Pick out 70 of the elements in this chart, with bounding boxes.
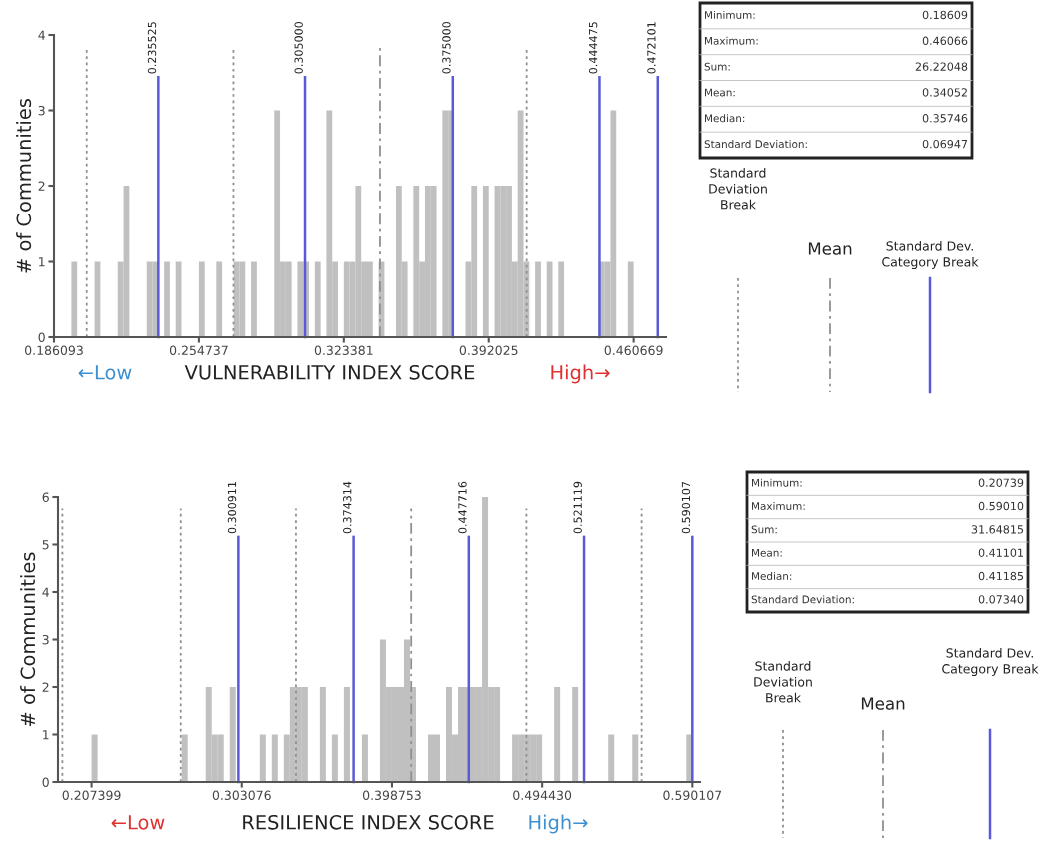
text: Minimum: — [705, 10, 755, 19]
ref-line-label: 0.590107 — [681, 481, 691, 534]
ref-line-label: 0.305000 — [294, 21, 303, 74]
x-tick-label: 0.460669 — [604, 345, 663, 356]
text: Mean: — [705, 88, 735, 97]
y-tick-label: 4 — [38, 30, 45, 40]
text: Maximum: — [705, 36, 758, 45]
y-tick-label: 0 — [38, 332, 45, 342]
ref-line-label: 0.521119 — [573, 481, 582, 534]
x-tick-label: 0.590107 — [663, 790, 722, 801]
y-tick-label: 1 — [43, 730, 49, 740]
text: 0.46066 — [922, 36, 968, 45]
text: 26.22048 — [915, 62, 968, 71]
y-tick-label: 0 — [42, 777, 49, 787]
text: Standard Deviation: — [704, 140, 807, 149]
text: High→ — [529, 814, 588, 834]
ref-line-label: 0.235525 — [147, 22, 157, 74]
x-tick-label: 0.303076 — [212, 790, 271, 801]
text: 0.07340 — [978, 595, 1024, 604]
text: Median: — [705, 114, 745, 123]
text: Sum: — [704, 62, 730, 71]
text: Standard Dev. Category Break — [882, 241, 979, 269]
y-tick-label: 4 — [42, 587, 49, 597]
text: Standard Deviation: — [751, 595, 854, 604]
ref-line-label: 0.375000 — [442, 21, 451, 74]
x-axis-title: RESILIENCE INDEX SCORE — [243, 814, 494, 830]
text: 0.34052 — [922, 88, 967, 97]
y-axis-title: # of Communities — [16, 98, 32, 273]
x-tick-label: 0.392025 — [459, 345, 518, 356]
y-tick-label: 6 — [42, 492, 49, 502]
y-tick-label: 1 — [39, 257, 45, 267]
text: 0.41101 — [978, 548, 1023, 557]
x-tick-label: 0.186093 — [25, 345, 83, 356]
y-tick-label: 2 — [42, 682, 49, 692]
x-tick-label: 0.207399 — [62, 790, 121, 801]
ref-line-label: 0.472101 — [647, 22, 656, 74]
ref-line-label: 0.374314 — [343, 481, 352, 534]
x-tick-label: 0.398753 — [362, 790, 421, 801]
text: High→ — [551, 364, 610, 384]
y-tick-label: 5 — [42, 540, 49, 550]
y-tick-label: 2 — [38, 181, 45, 191]
text: Standard Deviation Break — [754, 661, 812, 703]
text: Standard Deviation Break — [709, 168, 767, 210]
text: 0.59010 — [978, 501, 1024, 511]
ref-line-label: 0.444475 — [588, 22, 598, 74]
text: 0.06947 — [922, 139, 968, 149]
text: Sum: — [751, 525, 777, 534]
text: 0.35746 — [922, 114, 968, 123]
x-tick-label: 0.254737 — [169, 345, 228, 356]
text: Standard Dev. Category Break — [942, 648, 1039, 676]
y-axis-title: # of Communities — [20, 552, 36, 726]
y-tick-label: 3 — [38, 105, 45, 116]
ref-line-label: 0.300911 — [227, 482, 237, 534]
text: 31.64815 — [971, 525, 1024, 534]
x-axis-title: VULNERABILITY INDEX SCORE — [184, 364, 475, 380]
ref-line-label: 0.447716 — [458, 481, 467, 534]
text: Mean — [808, 242, 852, 255]
text: Minimum: — [752, 478, 802, 487]
x-tick-label: 0.494430 — [513, 790, 572, 801]
text: 0.20739 — [978, 478, 1024, 487]
text: 0.18609 — [922, 10, 968, 20]
text: ←Low — [111, 815, 165, 830]
text: Median: — [752, 571, 792, 581]
text: Mean: — [752, 548, 782, 557]
x-tick-label: 0.323381 — [314, 345, 373, 356]
y-tick-label: 3 — [42, 634, 49, 645]
text: Mean — [861, 697, 905, 710]
text: 0.41185 — [978, 571, 1024, 581]
text: ←Low — [78, 365, 132, 380]
text: Maximum: — [752, 501, 805, 511]
